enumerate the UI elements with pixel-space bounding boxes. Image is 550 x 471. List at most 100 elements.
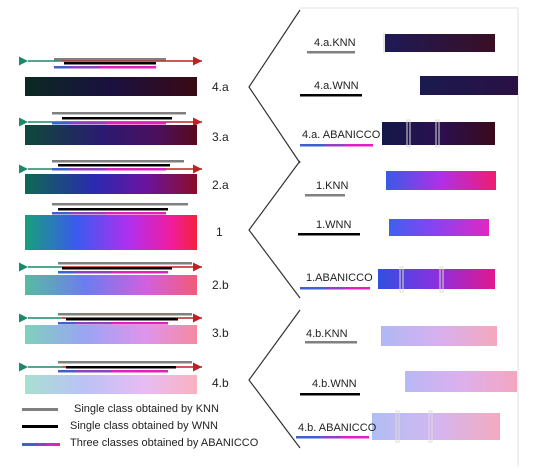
abanicco-magenta [341, 436, 369, 439]
abanicco-purple [70, 122, 106, 125]
abanicco-purple [76, 370, 112, 373]
row-2a [19, 160, 202, 194]
row-1 [25, 203, 197, 250]
row-label-1: 1 [216, 225, 223, 239]
panel-1 [298, 171, 496, 293]
legend-wnn-swatch [22, 425, 58, 428]
bracket-middle [248, 160, 301, 299]
result-bar-knn [381, 326, 497, 346]
legend-abanicco-blue [22, 443, 36, 446]
divider-2 [435, 119, 440, 148]
divider-2 [428, 410, 433, 443]
wnn-line [66, 318, 178, 321]
bracket-bottom [248, 309, 301, 449]
legend-knn-text: Single class obtained by KNN [74, 403, 219, 415]
panel-label-4a-knn: 4.a.KNN [314, 37, 356, 49]
row-label-4a: 4.a [212, 80, 229, 94]
panel-label-1-abanicco: 1.ABANICCO [306, 272, 373, 284]
divider-1 [406, 119, 411, 148]
abanicco-blue [300, 144, 325, 147]
abanicco-blue [58, 370, 76, 373]
abanicco-purple [76, 271, 112, 274]
gradient-bar [25, 174, 197, 194]
panel-label-4b-knn: 4.b.KNN [306, 328, 348, 340]
row-label-3b: 3.b [212, 326, 229, 340]
abanicco-magenta [112, 322, 168, 325]
abanicco-blue [54, 66, 70, 69]
panel-label-4b-wnn: 4.b.WNN [312, 378, 357, 390]
row-label-4b: 4.b [212, 376, 229, 390]
abanicco-blue [296, 436, 321, 439]
panel-label-4b-abanicco: 4.b. ABANICCO [298, 422, 377, 434]
gradient-bar [25, 375, 197, 394]
result-bar-wnn [389, 219, 489, 236]
gradient-bar [25, 77, 197, 96]
abanicco-magenta [106, 212, 166, 215]
row-2b [19, 262, 202, 295]
abanicco-magenta [100, 66, 156, 69]
abanicco-magenta [106, 122, 166, 125]
legend-abanicco-text: Three classes obtained by ABANICCO [70, 437, 259, 449]
wnn-line [66, 366, 176, 369]
abanicco-purple [70, 168, 106, 171]
divider-1 [395, 410, 400, 443]
divider-2 [439, 266, 444, 293]
divider-1 [399, 266, 404, 293]
result-bar-wnn [405, 371, 517, 392]
row-3a [19, 112, 202, 145]
abanicco-blue [300, 287, 325, 290]
knn-line [52, 112, 186, 115]
panel-label-1-knn: 1.KNN [316, 180, 349, 192]
knn-line [54, 58, 166, 61]
row-3b [19, 313, 202, 344]
legend-abanicco-magenta [46, 443, 60, 446]
bracket-top [248, 9, 301, 164]
legend-wnn-text: Single class obtained by WNN [70, 420, 218, 432]
abanicco-blue [58, 322, 76, 325]
knn-line [58, 313, 192, 316]
abanicco-magenta [106, 168, 166, 171]
row-4a [19, 56, 202, 96]
knn-line [305, 194, 345, 197]
knn-line [52, 203, 188, 206]
abanicco-purple [321, 436, 341, 439]
abanicco-purple [70, 212, 106, 215]
result-bar-knn [386, 171, 496, 190]
abanicco-magenta [345, 144, 373, 147]
knn-line [58, 262, 192, 265]
wnn-line [64, 62, 156, 65]
gradient-bar [25, 215, 197, 250]
abanicco-blue [52, 168, 70, 171]
wnn-line [298, 233, 360, 236]
abanicco-magenta [345, 287, 370, 290]
panel-label-4a-wnn: 4.a.WNN [314, 80, 359, 92]
knn-line [58, 361, 192, 364]
knn-line [52, 160, 184, 163]
wnn-line [62, 267, 172, 270]
row-label-2a: 2.a [212, 178, 229, 192]
result-bar-abanicco [372, 413, 500, 440]
panel-4a [300, 33, 518, 148]
gradient-bar [25, 325, 197, 344]
wnn-line [300, 393, 360, 396]
knn-line [307, 51, 355, 54]
row-label-3a: 3.a [212, 130, 229, 144]
abanicco-blue [52, 212, 70, 215]
abanicco-magenta [112, 370, 168, 373]
abanicco-blue [52, 122, 70, 125]
legend-knn-swatch [22, 408, 58, 411]
panel-4b [296, 326, 517, 443]
gradient-bar [25, 125, 197, 145]
abanicco-purple [325, 144, 345, 147]
wnn-line [300, 94, 362, 97]
abanicco-blue [58, 271, 76, 274]
result-bar-wnn [420, 76, 518, 95]
result-bar-abanicco [378, 269, 495, 289]
row-4b [19, 361, 202, 394]
gradient-bar [25, 275, 197, 295]
abanicco-magenta [112, 271, 168, 274]
result-bar-knn [385, 34, 495, 52]
wnn-line [58, 208, 168, 211]
